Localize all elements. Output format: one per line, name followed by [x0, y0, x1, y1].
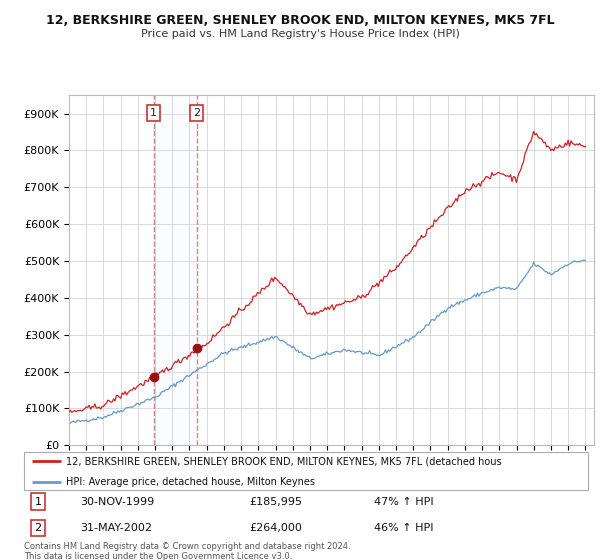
- Text: HPI: Average price, detached house, Milton Keynes: HPI: Average price, detached house, Milt…: [66, 477, 316, 487]
- Text: 1: 1: [35, 497, 41, 507]
- Text: 12, BERKSHIRE GREEN, SHENLEY BROOK END, MILTON KEYNES, MK5 7FL: 12, BERKSHIRE GREEN, SHENLEY BROOK END, …: [46, 14, 554, 27]
- Text: 2: 2: [35, 523, 41, 533]
- Text: 30-NOV-1999: 30-NOV-1999: [80, 497, 155, 507]
- Text: 31-MAY-2002: 31-MAY-2002: [80, 523, 152, 533]
- Text: 1: 1: [150, 108, 157, 118]
- Text: £264,000: £264,000: [250, 523, 302, 533]
- Text: £185,995: £185,995: [250, 497, 302, 507]
- Bar: [154, 95, 197, 445]
- Text: 46% ↑ HPI: 46% ↑ HPI: [374, 523, 433, 533]
- Text: 47% ↑ HPI: 47% ↑ HPI: [374, 497, 433, 507]
- Text: Price paid vs. HM Land Registry's House Price Index (HPI): Price paid vs. HM Land Registry's House …: [140, 29, 460, 39]
- Text: 2: 2: [193, 108, 200, 118]
- Text: Contains HM Land Registry data © Crown copyright and database right 2024.
This d: Contains HM Land Registry data © Crown c…: [24, 542, 350, 560]
- Text: 12, BERKSHIRE GREEN, SHENLEY BROOK END, MILTON KEYNES, MK5 7FL (detached hous: 12, BERKSHIRE GREEN, SHENLEY BROOK END, …: [66, 456, 502, 466]
